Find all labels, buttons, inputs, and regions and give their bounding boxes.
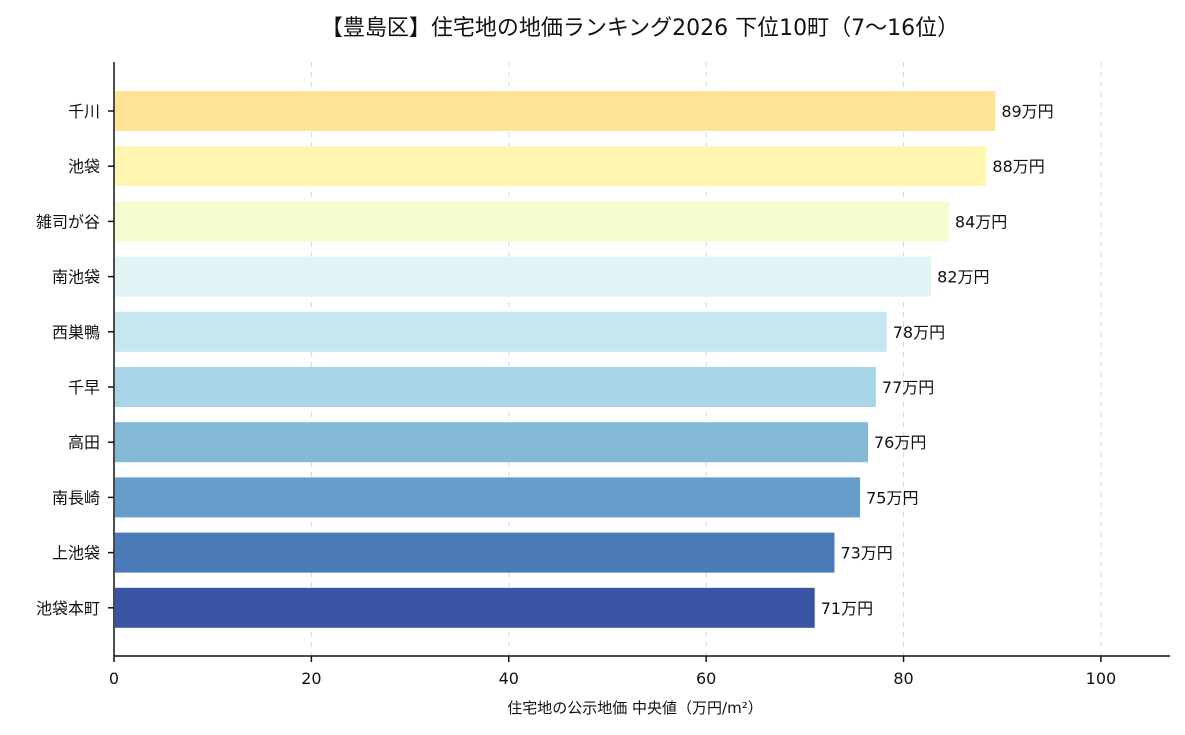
- x-tick-label: 60: [696, 669, 716, 688]
- bar-value-label: 71万円: [821, 599, 873, 618]
- bar-value-label: 73万円: [840, 544, 892, 563]
- bar: [115, 422, 869, 463]
- bar-value-label: 82万円: [937, 268, 989, 287]
- category-label: 上池袋: [52, 544, 100, 563]
- bar-value-label: 78万円: [893, 323, 945, 342]
- category-label: 池袋本町: [36, 599, 100, 618]
- x-axis-label: 住宅地の公示地価 中央値（万円/m²）: [507, 699, 762, 717]
- category-label: 雑司が谷: [36, 212, 100, 231]
- bar: [115, 311, 887, 352]
- bar: [115, 146, 987, 187]
- category-label: 千川: [68, 102, 100, 121]
- category-label: 南長崎: [52, 488, 100, 507]
- bar: [115, 367, 876, 407]
- category-label: 西巣鴨: [52, 323, 100, 342]
- x-tick-label: 100: [1086, 669, 1117, 688]
- x-tick-label: 0: [109, 669, 119, 688]
- bar-value-label: 76万円: [874, 433, 926, 452]
- chart-title: 【豊島区】住宅地の地価ランキング2026 下位10町（7〜16位）: [321, 16, 959, 41]
- bar-value-label: 84万円: [955, 212, 1007, 231]
- bar-value-label: 88万円: [992, 157, 1044, 176]
- bars: [115, 91, 996, 628]
- bar: [115, 532, 835, 573]
- bar: [115, 91, 996, 131]
- bar-value-label: 75万円: [866, 488, 918, 507]
- value-labels: 89万円 88万円 84万円 82万円 78万円 77万円 76万円 75万円 73万円 71万円: [821, 102, 1054, 618]
- category-label: 池袋: [68, 157, 100, 176]
- x-axis-ticks: 0 20 40 60 80 100: [109, 656, 1116, 688]
- x-tick-label: 80: [893, 669, 913, 688]
- bar: [115, 201, 949, 242]
- category-label: 高田: [68, 433, 100, 452]
- x-tick-label: 40: [499, 669, 519, 688]
- bar: [115, 256, 932, 297]
- bar: [115, 477, 861, 518]
- category-label: 千早: [68, 378, 100, 397]
- bar-value-label: 77万円: [882, 378, 934, 397]
- category-label: 南池袋: [52, 268, 100, 287]
- x-tick-label: 20: [301, 669, 321, 688]
- bar-value-label: 89万円: [1001, 102, 1053, 121]
- bar: [115, 587, 815, 628]
